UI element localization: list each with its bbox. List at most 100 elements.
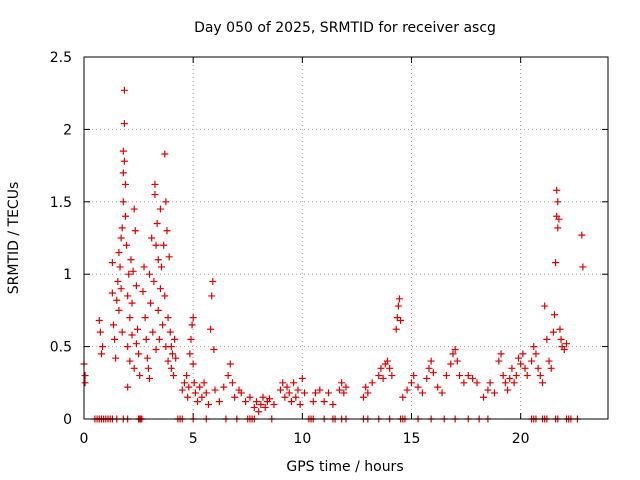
data-point: [135, 350, 143, 358]
data-point: [164, 357, 172, 365]
data-point: [231, 393, 239, 401]
data-point: [325, 389, 333, 397]
y-tick-label: 1.5: [50, 195, 72, 211]
data-point: [226, 360, 234, 368]
data-point: [464, 372, 472, 380]
data-point: [506, 374, 514, 382]
data-point: [410, 372, 418, 380]
data-point: [298, 374, 306, 382]
data-point: [379, 374, 387, 382]
x-axis-label: GPS time / hours: [286, 459, 403, 475]
data-point: [126, 357, 134, 365]
data-point: [124, 343, 132, 351]
data-point: [532, 350, 540, 358]
data-point: [301, 389, 309, 397]
data-point: [95, 317, 103, 325]
data-point: [120, 120, 128, 128]
data-point: [184, 393, 192, 401]
data-point: [521, 364, 529, 372]
data-point: [279, 379, 287, 387]
data-point: [180, 379, 188, 387]
data-point: [127, 256, 135, 264]
data-point: [261, 403, 269, 411]
data-point: [81, 379, 89, 387]
data-point: [187, 335, 195, 343]
data-point: [97, 350, 105, 358]
data-point: [270, 401, 278, 409]
data-point: [112, 354, 120, 362]
data-point: [549, 328, 557, 336]
data-point: [123, 241, 131, 249]
data-point: [429, 369, 437, 377]
data-point: [528, 357, 536, 365]
data-point: [164, 314, 172, 322]
data-point: [130, 364, 138, 372]
data-point: [543, 335, 551, 343]
data-point: [399, 393, 407, 401]
data-point: [183, 372, 191, 380]
data-point: [128, 299, 136, 307]
data-point: [150, 277, 158, 285]
y-tick-label: 0.5: [50, 340, 72, 356]
y-tick-label: 2.5: [50, 50, 72, 66]
data-point: [252, 398, 260, 406]
data-point: [560, 345, 568, 353]
data-point: [386, 364, 394, 372]
data-point: [160, 241, 168, 249]
data-point: [383, 357, 391, 365]
data-point: [152, 345, 160, 353]
data-point: [285, 389, 293, 397]
data-point: [129, 267, 137, 275]
data-point: [309, 398, 317, 406]
data-point: [418, 389, 426, 397]
x-tick-label: 20: [512, 431, 530, 447]
x-tick-label: 5: [189, 431, 198, 447]
data-point: [124, 292, 132, 300]
data-point: [296, 401, 304, 409]
data-point: [555, 215, 563, 223]
data-point: [209, 277, 217, 285]
data-point: [394, 302, 402, 310]
data-point: [257, 401, 265, 409]
data-point: [290, 379, 298, 387]
data-point: [133, 325, 141, 333]
data-point: [118, 328, 126, 336]
data-point: [425, 364, 433, 372]
data-point: [362, 383, 370, 391]
data-point: [484, 386, 492, 394]
x-tick-label: 0: [80, 431, 89, 447]
data-point: [563, 340, 571, 348]
y-axis-label: SRMTID / TECUs: [6, 182, 22, 295]
data-point: [539, 379, 546, 387]
data-point: [96, 328, 104, 336]
data-point: [523, 372, 531, 380]
data-point: [517, 360, 525, 368]
data-point: [423, 374, 431, 382]
data-point: [188, 321, 196, 329]
data-point: [121, 212, 129, 220]
data-point: [189, 314, 197, 322]
data-point: [554, 198, 562, 206]
data-point: [364, 389, 372, 397]
data-point: [320, 398, 328, 406]
data-point: [185, 383, 193, 391]
data-point: [287, 398, 295, 406]
data-point: [194, 398, 202, 406]
data-point: [139, 288, 147, 296]
data-point: [338, 379, 346, 387]
data-point: [81, 372, 89, 380]
data-point: [172, 354, 180, 362]
data-point: [501, 379, 509, 387]
data-point: [200, 379, 208, 387]
data-point: [283, 383, 291, 391]
data-point: [178, 386, 186, 394]
data-point: [146, 270, 153, 278]
data-point: [111, 335, 119, 343]
data-point: [228, 379, 236, 387]
data-point: [392, 325, 400, 333]
data-point: [120, 86, 128, 94]
data-point: [451, 345, 459, 353]
data-point: [144, 364, 152, 372]
data-point: [224, 372, 232, 380]
